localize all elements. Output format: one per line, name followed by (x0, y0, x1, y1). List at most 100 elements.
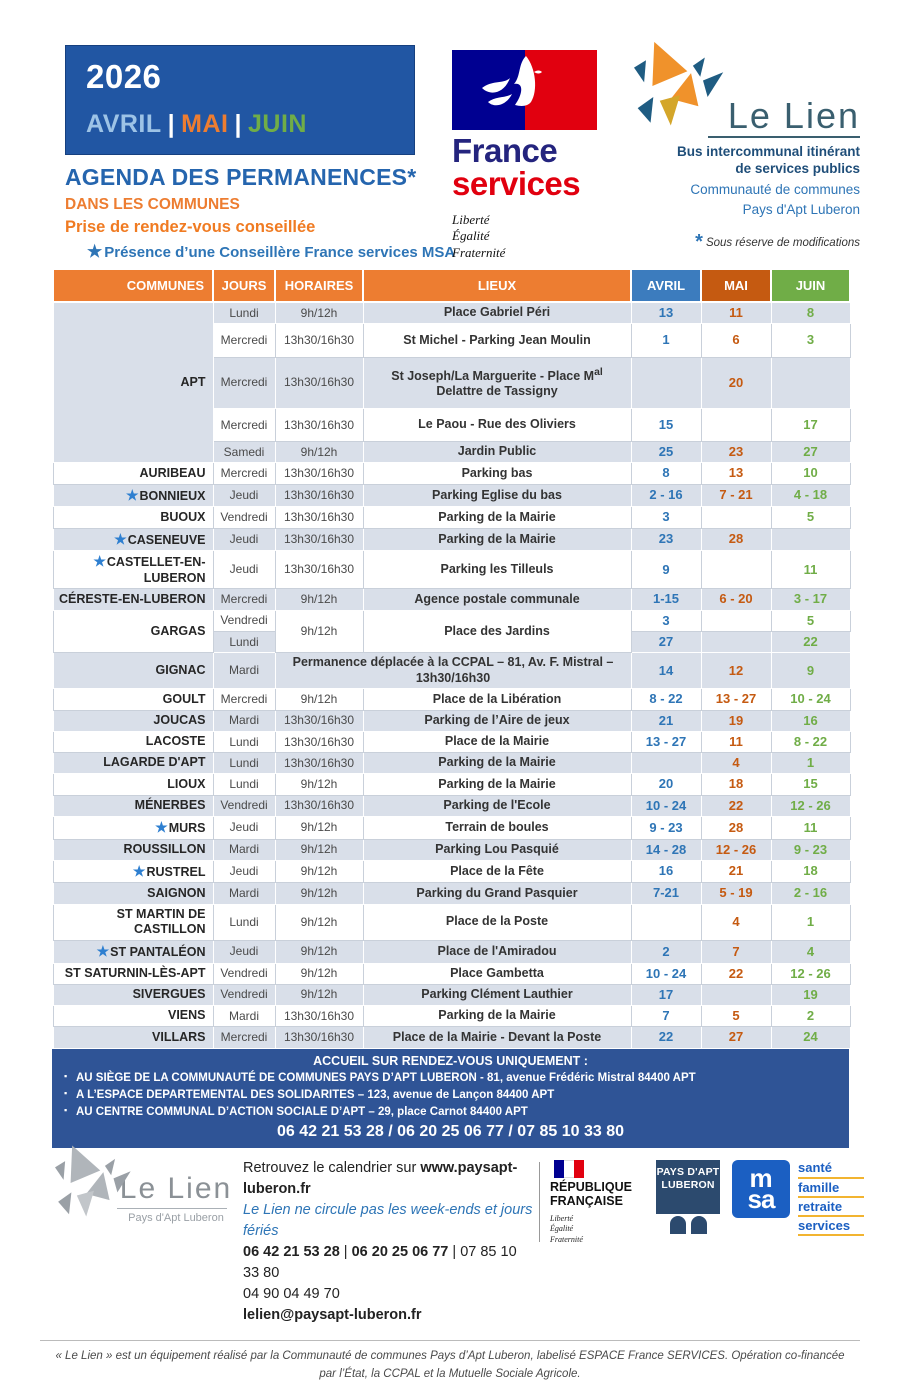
phone-2: 06 20 25 06 77 (351, 1244, 449, 1261)
day-cell: Mardi (212, 882, 276, 905)
table-row: AURIBEAU Mercredi 13h30/16h30 Parking bas 8 1… (52, 462, 851, 485)
date-cell-juin: 17 (770, 407, 851, 443)
date-cell-avril: 7-21 (630, 882, 702, 905)
financing-note: « Le Lien » est un équipement réalisé pa… (40, 1340, 860, 1383)
le-lien-underline (708, 136, 860, 138)
date-cell-avril (630, 356, 702, 409)
page-header: 2026 AVRIL | MAI | JUIN AGENDA DES PERMANENC… (0, 0, 900, 268)
date-cell-mai: 28 (700, 527, 772, 552)
banner-bullet: ▪ A L’ESPACE DEPARTEMENTAL DES SOLIDARITE… (62, 1087, 839, 1104)
hours-cell: 9h/12h (274, 588, 364, 611)
banner-bullet: ▪ AU SIÈGE DE LA COMMUNAUTÉ DE COMMUNES P… (62, 1070, 839, 1087)
place-cell: Place des Jardins (362, 609, 632, 654)
date-cell-avril (630, 752, 702, 775)
hours-cell: 9h/12h (274, 983, 364, 1007)
place-cell: Agence postale communale (362, 588, 632, 611)
date-cell-avril (630, 903, 702, 941)
le-lien-logo-block: Le Lien Bus intercommunal itinérant de s… (628, 40, 860, 254)
msa-service-sante: santé (798, 1160, 865, 1179)
year-months-box: 2026 AVRIL | MAI | JUIN (65, 45, 415, 155)
commune-cell: LAGARDE D'APT (52, 752, 214, 775)
date-cell-avril: 10 - 24 (630, 962, 702, 985)
msa-logo-icon: m sa (732, 1160, 790, 1219)
banner-bullet: ▪ AU CENTRE COMMUNAL D’ACTION SOCIALE D’A… (62, 1104, 839, 1121)
date-cell-juin: 8 (770, 301, 851, 325)
place-cell: Place de la Libération (362, 688, 632, 711)
rf-line-1: RÉPUBLIQUE (550, 1180, 632, 1195)
day-cell: Mercredi (212, 323, 276, 358)
day-cell: Samedi (212, 441, 276, 464)
table-row: Mercredi 13h30/16h30 St Joseph/La Margueri… (53, 356, 851, 409)
title-block: AGENDA DES PERMANENCES* DANS LES COMMUNE… (65, 164, 465, 262)
hours-cell: 9h/12h (274, 609, 364, 654)
date-cell-juin: 10 (770, 462, 851, 485)
msa-service-retraite: retraite (798, 1199, 865, 1218)
col-header-lieux: LIEUX (362, 268, 632, 303)
date-cell-mai: 4 (700, 752, 772, 775)
hours-cell: 9h/12h (274, 882, 364, 905)
bullet-icon: ▪ (64, 1087, 68, 1098)
date-cell-mai: 11 (700, 730, 772, 754)
table-row: ★RUSTREL Jeudi 9h/12h Place de la Fête 16 21 1… (52, 859, 851, 884)
rf-motto-liberte: Liberté (550, 1213, 574, 1223)
le-lien-desc-1: Bus intercommunal itinérant (676, 144, 860, 159)
months-line: AVRIL | MAI | JUIN (86, 110, 394, 139)
date-cell-juin: 27 (770, 441, 851, 464)
date-cell-mai: 5 (700, 1005, 772, 1028)
date-cell-juin (770, 356, 851, 409)
hours-cell: 9h/12h (274, 838, 364, 861)
commune-cell: LIOUX (52, 773, 214, 796)
marianne-icon (452, 50, 597, 130)
date-cell-juin: 2 (770, 1005, 851, 1028)
place-cell: Jardin Public (362, 441, 632, 464)
banner-bullet-text: A L’ESPACE DEPARTEMENTAL DES SOLIDARITES… (76, 1088, 555, 1101)
day-cell: Mardi (212, 1005, 276, 1028)
date-cell-mai (700, 550, 772, 590)
day-cell: Lundi (212, 301, 276, 325)
date-cell-mai: 7 - 21 (700, 483, 772, 508)
french-flag-icon (554, 1160, 584, 1179)
col-header-juin: JUIN (770, 268, 851, 303)
date-cell-mai (700, 609, 772, 632)
table-row: Mercredi 13h30/16h30 Le Paou - Rue des Oli… (53, 407, 851, 443)
table-row: VILLARS Mercredi 13h30/16h30 Place de la Ma… (52, 1026, 851, 1049)
commune-cell: SIVERGUES (52, 983, 214, 1007)
place-cell: St Michel - Parking Jean Moulin (362, 323, 632, 358)
hours-cell: 13h30/16h30 (274, 1005, 364, 1028)
day-cell: Jeudi (212, 550, 276, 590)
commune-cell: MÉNERBES (52, 794, 214, 817)
date-cell-mai: 12 - 26 (700, 838, 772, 861)
table-row: GARGAS Vendredi 9h/12h Place des Jardins 3 5 (52, 609, 851, 654)
page-footer: Le Lien Pays d'Apt Luberon Retrouvez le … (55, 1145, 900, 1326)
hours-cell: 13h30/16h30 (274, 794, 364, 817)
date-cell-mai: 28 (700, 815, 772, 840)
le-lien-wordmark: Le Lien (727, 94, 860, 136)
day-cell: Mercredi (212, 356, 276, 409)
table-row: ★MURS Jeudi 9h/12h Terrain de boules 9 - 23 2… (52, 815, 851, 840)
commune-cell: ★CASENEUVE (52, 527, 214, 552)
date-cell-avril: 2 (630, 939, 702, 964)
place-cell: Parking les Tilleuls (362, 550, 632, 590)
appointment-banner: ACCUEIL SUR RENDEZ-VOUS UNIQUEMENT : ▪ AU… (52, 1048, 849, 1149)
msa-services-list: santé famille retraite services (798, 1160, 865, 1237)
date-cell-avril: 27 (630, 630, 702, 654)
le-lien-desc-3: Communauté de communes (690, 181, 860, 197)
place-cell: Parking de l'Ecole (362, 794, 632, 817)
date-cell-mai: 5 - 19 (700, 882, 772, 905)
msa-presence-note: ★ Présence d’une Conseillère France servi… (87, 242, 465, 262)
fs-motto-fraternite: Fraternité (452, 244, 506, 260)
hours-cell: 9h/12h (274, 688, 364, 711)
place-cell: Parking Lou Pasquié (362, 838, 632, 861)
le-lien-bird-gray-icon (55, 1145, 131, 1217)
day-cell: Lundi (212, 773, 276, 796)
le-lien-bird-icon (633, 41, 724, 126)
mobile-phones-line: 06 42 21 53 28 | 06 20 25 06 77 | 07 85 … (243, 1242, 533, 1284)
date-cell-mai: 19 (700, 709, 772, 732)
footer-le-lien-logo: Le Lien Pays d'Apt Luberon (55, 1144, 235, 1224)
date-cell-avril: 7 (630, 1005, 702, 1028)
place-cell: Parking de la Mairie (362, 506, 632, 529)
hours-cell: 13h30/16h30 (274, 407, 364, 443)
table-row: VIENS Mardi 13h30/16h30 Parking de la Mairi… (52, 1005, 851, 1028)
calendar-prefix: Retrouvez le calendrier sur (243, 1160, 421, 1177)
msa-service-services: services (798, 1218, 865, 1237)
